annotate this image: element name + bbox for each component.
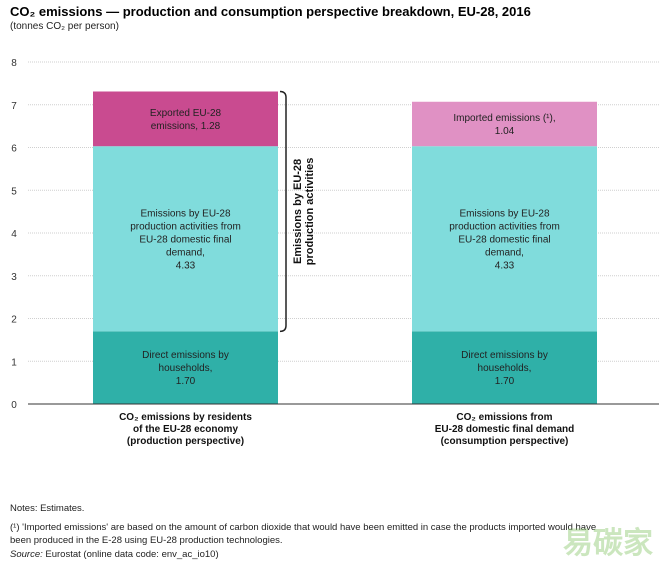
chart-title: CO₂ emissions — production and consumpti… xyxy=(10,4,531,19)
category-label: CO₂ emissions by residents xyxy=(119,412,252,423)
category-label: of the EU-28 economy xyxy=(133,424,238,435)
segment-label: Exported EU-28 xyxy=(150,108,222,119)
footnote-line-2: been produced in the E-28 using EU-28 pr… xyxy=(10,535,283,546)
chart-subtitle: (tonnes CO₂ per person) xyxy=(10,21,119,32)
segment-label: Imported emissions (¹), xyxy=(453,113,555,124)
segment-label: EU-28 domestic final xyxy=(458,234,550,245)
segment-label: production activities from xyxy=(449,221,560,232)
bar-segment xyxy=(412,331,597,404)
bar-segment xyxy=(93,331,278,404)
bar-segment xyxy=(93,91,278,147)
segment-label: emissions, 1.28 xyxy=(151,121,221,132)
source-note: Source: Eurostat (online data code: env_… xyxy=(10,549,219,560)
footnote-line-1: (¹) 'Imported emissions' are based on th… xyxy=(10,522,597,533)
y-tick-label: 2 xyxy=(11,315,17,326)
notes-estimates: Notes: Estimates. xyxy=(10,503,85,514)
segment-label: demand, xyxy=(485,247,524,258)
segment-label: demand, xyxy=(166,247,205,258)
y-tick-label: 3 xyxy=(11,272,17,283)
y-tick-label: 7 xyxy=(11,101,17,112)
bracket xyxy=(279,90,287,333)
y-tick-label: 5 xyxy=(11,186,17,197)
segment-label: 4.33 xyxy=(495,260,515,271)
watermark-logo: 易碳家 xyxy=(563,527,653,560)
segment-label: Emissions by EU-28 xyxy=(459,208,549,219)
y-tick-label: 4 xyxy=(11,229,17,240)
segment-label: 1.70 xyxy=(495,376,515,387)
segment-label: 1.04 xyxy=(495,126,515,137)
bracket-label: Emissions by EU-28 xyxy=(292,159,304,264)
bar-segment xyxy=(412,146,597,332)
y-tick-label: 0 xyxy=(11,400,17,411)
segment-label: households, xyxy=(478,363,532,374)
bar-segment xyxy=(412,101,597,147)
segment-label: 1.70 xyxy=(176,376,196,387)
category-label: CO₂ emissions from xyxy=(456,412,552,423)
segment-label: Emissions by EU-28 xyxy=(140,208,230,219)
segment-label: Direct emissions by xyxy=(461,350,548,361)
segment-label: EU-28 domestic final xyxy=(139,234,231,245)
segment-label: production activities from xyxy=(130,221,241,232)
chart-canvas: 0 1 2 3 4 5 6 7 8 Direct emissions by households, 1… xyxy=(11,58,659,447)
segment-label: Direct emissions by xyxy=(142,350,229,361)
bar-segment xyxy=(93,146,278,332)
category-label: EU-28 domestic final demand xyxy=(435,424,574,435)
source-text: Eurostat (online data code: env_ac_io10) xyxy=(42,549,219,560)
source-label: Source: xyxy=(10,549,43,560)
category-label: (production perspective) xyxy=(127,436,244,447)
category-label: (consumption perspective) xyxy=(441,436,569,447)
bracket-label: production activities xyxy=(304,158,316,266)
segment-label: 4.33 xyxy=(176,260,196,271)
y-tick-label: 8 xyxy=(11,58,17,69)
segment-label: households, xyxy=(159,363,213,374)
y-tick-label: 1 xyxy=(11,357,17,368)
y-tick-label: 6 xyxy=(11,144,17,155)
